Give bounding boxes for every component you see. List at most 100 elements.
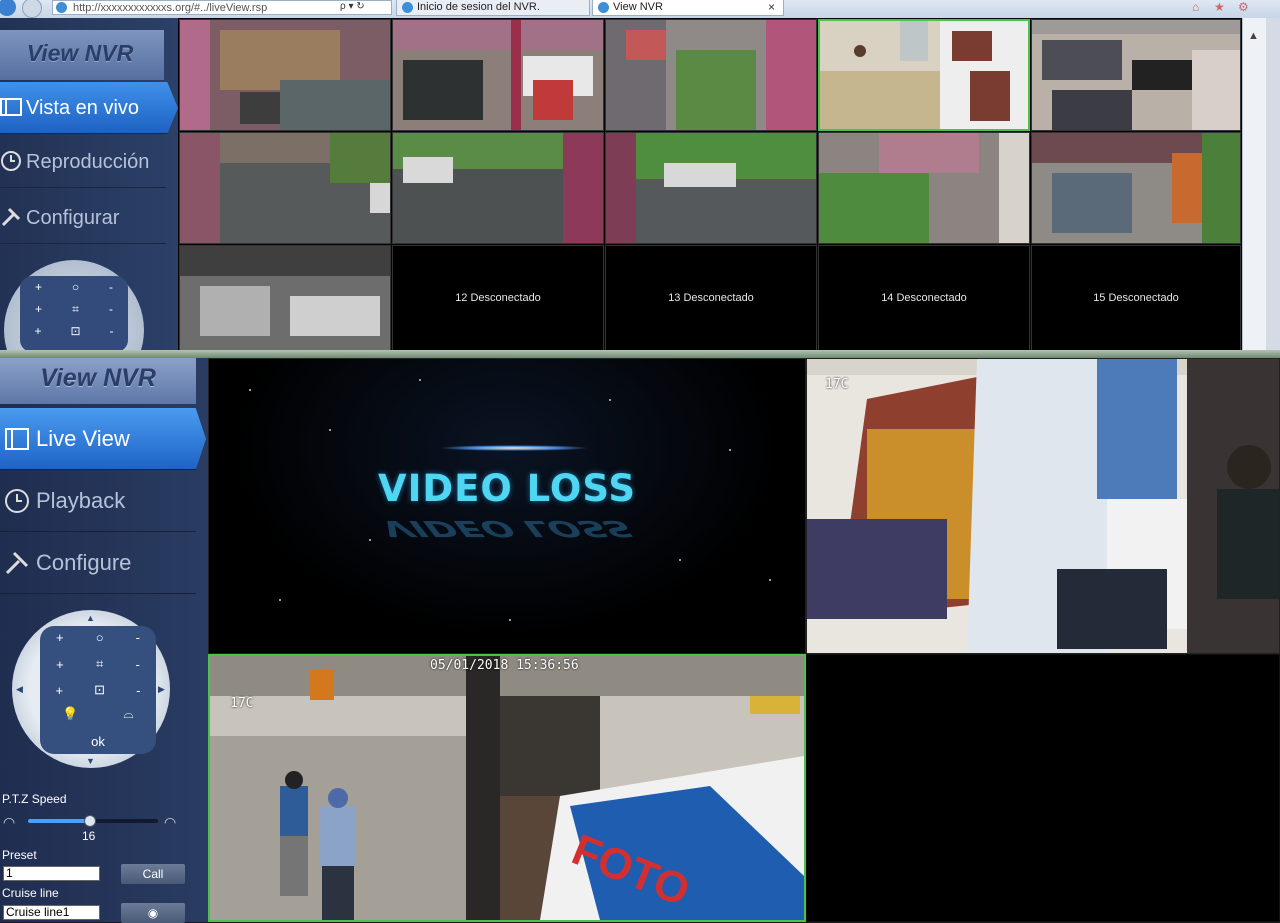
speed-slow-icon: ◠ xyxy=(3,814,16,830)
ptz-speed-label: P.T.Z Speed xyxy=(2,792,67,806)
camera-timestamp: 05/01/2018 15:36:56 xyxy=(430,658,579,673)
close-tab-button[interactable]: × xyxy=(768,0,776,14)
camera-tile-disconnected[interactable]: 12 Desconectado xyxy=(392,245,604,351)
top-ptz-row-focus[interactable]: + ⊡ - xyxy=(34,324,114,338)
camera-feed-courtyard xyxy=(180,20,390,130)
camera-feed-living-room xyxy=(1032,20,1240,130)
tab-view-nvr[interactable]: View NVR xyxy=(592,0,784,16)
ie-icon xyxy=(402,2,413,13)
star-icon[interactable]: ★ xyxy=(1214,0,1225,14)
cruise-line-input[interactable] xyxy=(3,905,100,920)
camera-tile[interactable] xyxy=(605,132,817,244)
ptz-row-extras[interactable]: 💡 ⌓ xyxy=(40,706,156,722)
camera-feed-kitchen xyxy=(820,21,1028,129)
camera-feed-garden xyxy=(606,20,816,130)
top-nav-live-view[interactable]: Vista en vivo xyxy=(0,82,178,134)
camera-tile-disconnected[interactable]: 15 Desconectado xyxy=(1031,245,1241,351)
clock-icon xyxy=(1,151,21,171)
top-logo: View NVR xyxy=(26,40,134,66)
top-ptz-row-iris[interactable]: + ○ - xyxy=(34,280,114,294)
camera-tile[interactable] xyxy=(1031,132,1241,244)
camera-tile-disconnected[interactable]: 13 Desconectado xyxy=(605,245,817,351)
top-nav-configure[interactable]: Configurar xyxy=(0,192,166,244)
top-ptz-pad xyxy=(20,276,128,352)
ie-icon xyxy=(598,2,609,13)
camera-tile[interactable] xyxy=(392,19,604,131)
camera-tile[interactable]: 17C xyxy=(806,358,1280,654)
back-button[interactable] xyxy=(0,0,16,16)
ptz-speed-fill xyxy=(28,819,90,823)
clock-icon xyxy=(5,489,29,513)
nav-configure[interactable]: Configure xyxy=(0,532,196,594)
preset-label: Preset xyxy=(2,848,37,862)
camera-tile-disconnected[interactable]: 14 Desconectado xyxy=(818,245,1030,351)
speed-fast-icon: ◠ xyxy=(164,814,177,830)
camera-temperature-label: 17C xyxy=(230,696,254,711)
ptz-pad xyxy=(40,626,156,754)
camera-tile[interactable] xyxy=(605,19,817,131)
ptz-up-arrow-icon[interactable]: ▲ xyxy=(86,613,95,623)
camera-temperature-label: 17C xyxy=(825,377,849,392)
ptz-left-arrow-icon[interactable]: ◀ xyxy=(16,684,23,694)
top-ptz-row-zoom[interactable]: + ⌗ - xyxy=(35,302,113,316)
camera-tile-selected[interactable]: 05/01/2018 15:36:56 17C FOTO xyxy=(208,654,806,922)
light-icon[interactable]: 💡 xyxy=(62,706,79,721)
ptz-right-arrow-icon[interactable]: ▶ xyxy=(158,684,165,694)
camera-feed-street-entrance xyxy=(210,656,804,920)
top-nav-playback[interactable]: Reproducción xyxy=(0,136,166,188)
camera-tile[interactable] xyxy=(179,245,391,351)
camera-tile-selected[interactable] xyxy=(818,19,1030,131)
tab-nvr-login[interactable]: Inicio de sesion del NVR. xyxy=(396,0,590,16)
camera-feed-patio xyxy=(819,133,1029,243)
camera-feed-shop-interior xyxy=(807,359,1279,653)
bottom-logo: View NVR xyxy=(40,364,156,392)
camera-tile[interactable] xyxy=(392,132,604,244)
ptz-row-iris[interactable]: + ○ - xyxy=(56,630,140,645)
video-loss-reflection: VIDEO LOSS xyxy=(372,515,642,542)
camera-feed-street-b xyxy=(606,133,816,243)
camera-feed-office-night xyxy=(180,246,390,350)
preset-input[interactable] xyxy=(3,866,100,881)
camera-feed-street-a xyxy=(393,133,603,243)
cruise-start-button[interactable]: ◉ xyxy=(121,903,185,923)
top-logo-bar xyxy=(0,30,164,80)
window-edge xyxy=(1266,18,1280,352)
camera-tile[interactable] xyxy=(179,19,391,131)
address-bar[interactable]: http://xxxxxxxxxxxxs.org/#../liveView.rs… xyxy=(52,0,392,15)
page-icon xyxy=(56,2,67,13)
call-button[interactable]: Call xyxy=(121,864,185,884)
bottom-camera-grid: VIDEO LOSS VIDEO LOSS 17C xyxy=(208,358,1280,922)
ptz-row-focus[interactable]: + ⊡ - xyxy=(55,682,141,698)
camera-feed-driveway xyxy=(180,133,390,243)
ptz-speed-handle[interactable] xyxy=(84,815,97,827)
nav-playback[interactable]: Playback xyxy=(0,470,196,532)
address-tools[interactable]: ρ ▾ ↻ xyxy=(340,1,365,12)
tools-icon xyxy=(5,551,29,575)
video-loss-text: VIDEO LOSS xyxy=(377,467,637,510)
bottom-logo-bar xyxy=(0,358,196,404)
ptz-ok-button[interactable]: ok xyxy=(91,734,105,749)
wiper-icon[interactable]: ⌓ xyxy=(123,706,134,721)
nav-live-view[interactable]: Live View xyxy=(0,408,206,470)
top-scrollbar[interactable] xyxy=(1242,18,1267,352)
window-divider xyxy=(0,350,1280,358)
camera-tile-video-loss[interactable]: VIDEO LOSS VIDEO LOSS xyxy=(208,358,806,654)
home-icon[interactable]: ⌂ xyxy=(1192,0,1200,14)
camera-tile[interactable] xyxy=(818,132,1030,244)
play-icon: ◉ xyxy=(147,906,159,920)
camera-tile[interactable] xyxy=(179,132,391,244)
ptz-speed-value: 16 xyxy=(82,829,96,843)
top-camera-grid: 12 Desconectado 13 Desconectado 14 Desco… xyxy=(178,18,1242,352)
gear-icon[interactable]: ⚙ xyxy=(1238,0,1249,14)
ptz-row-zoom[interactable]: + ⌗ - xyxy=(56,656,140,672)
camera-feed-workshop xyxy=(1032,133,1240,243)
scroll-up-arrow-icon[interactable]: ▲ xyxy=(1248,30,1259,42)
horizon-glow xyxy=(439,445,589,451)
tools-icon xyxy=(1,207,21,227)
forward-button[interactable] xyxy=(22,0,42,18)
camera-feed-garage xyxy=(393,20,603,130)
ptz-down-arrow-icon[interactable]: ▼ xyxy=(86,756,95,766)
camera-tile-empty[interactable] xyxy=(806,654,1280,922)
cruise-line-label: Cruise line xyxy=(2,886,59,900)
camera-tile[interactable] xyxy=(1031,19,1241,131)
